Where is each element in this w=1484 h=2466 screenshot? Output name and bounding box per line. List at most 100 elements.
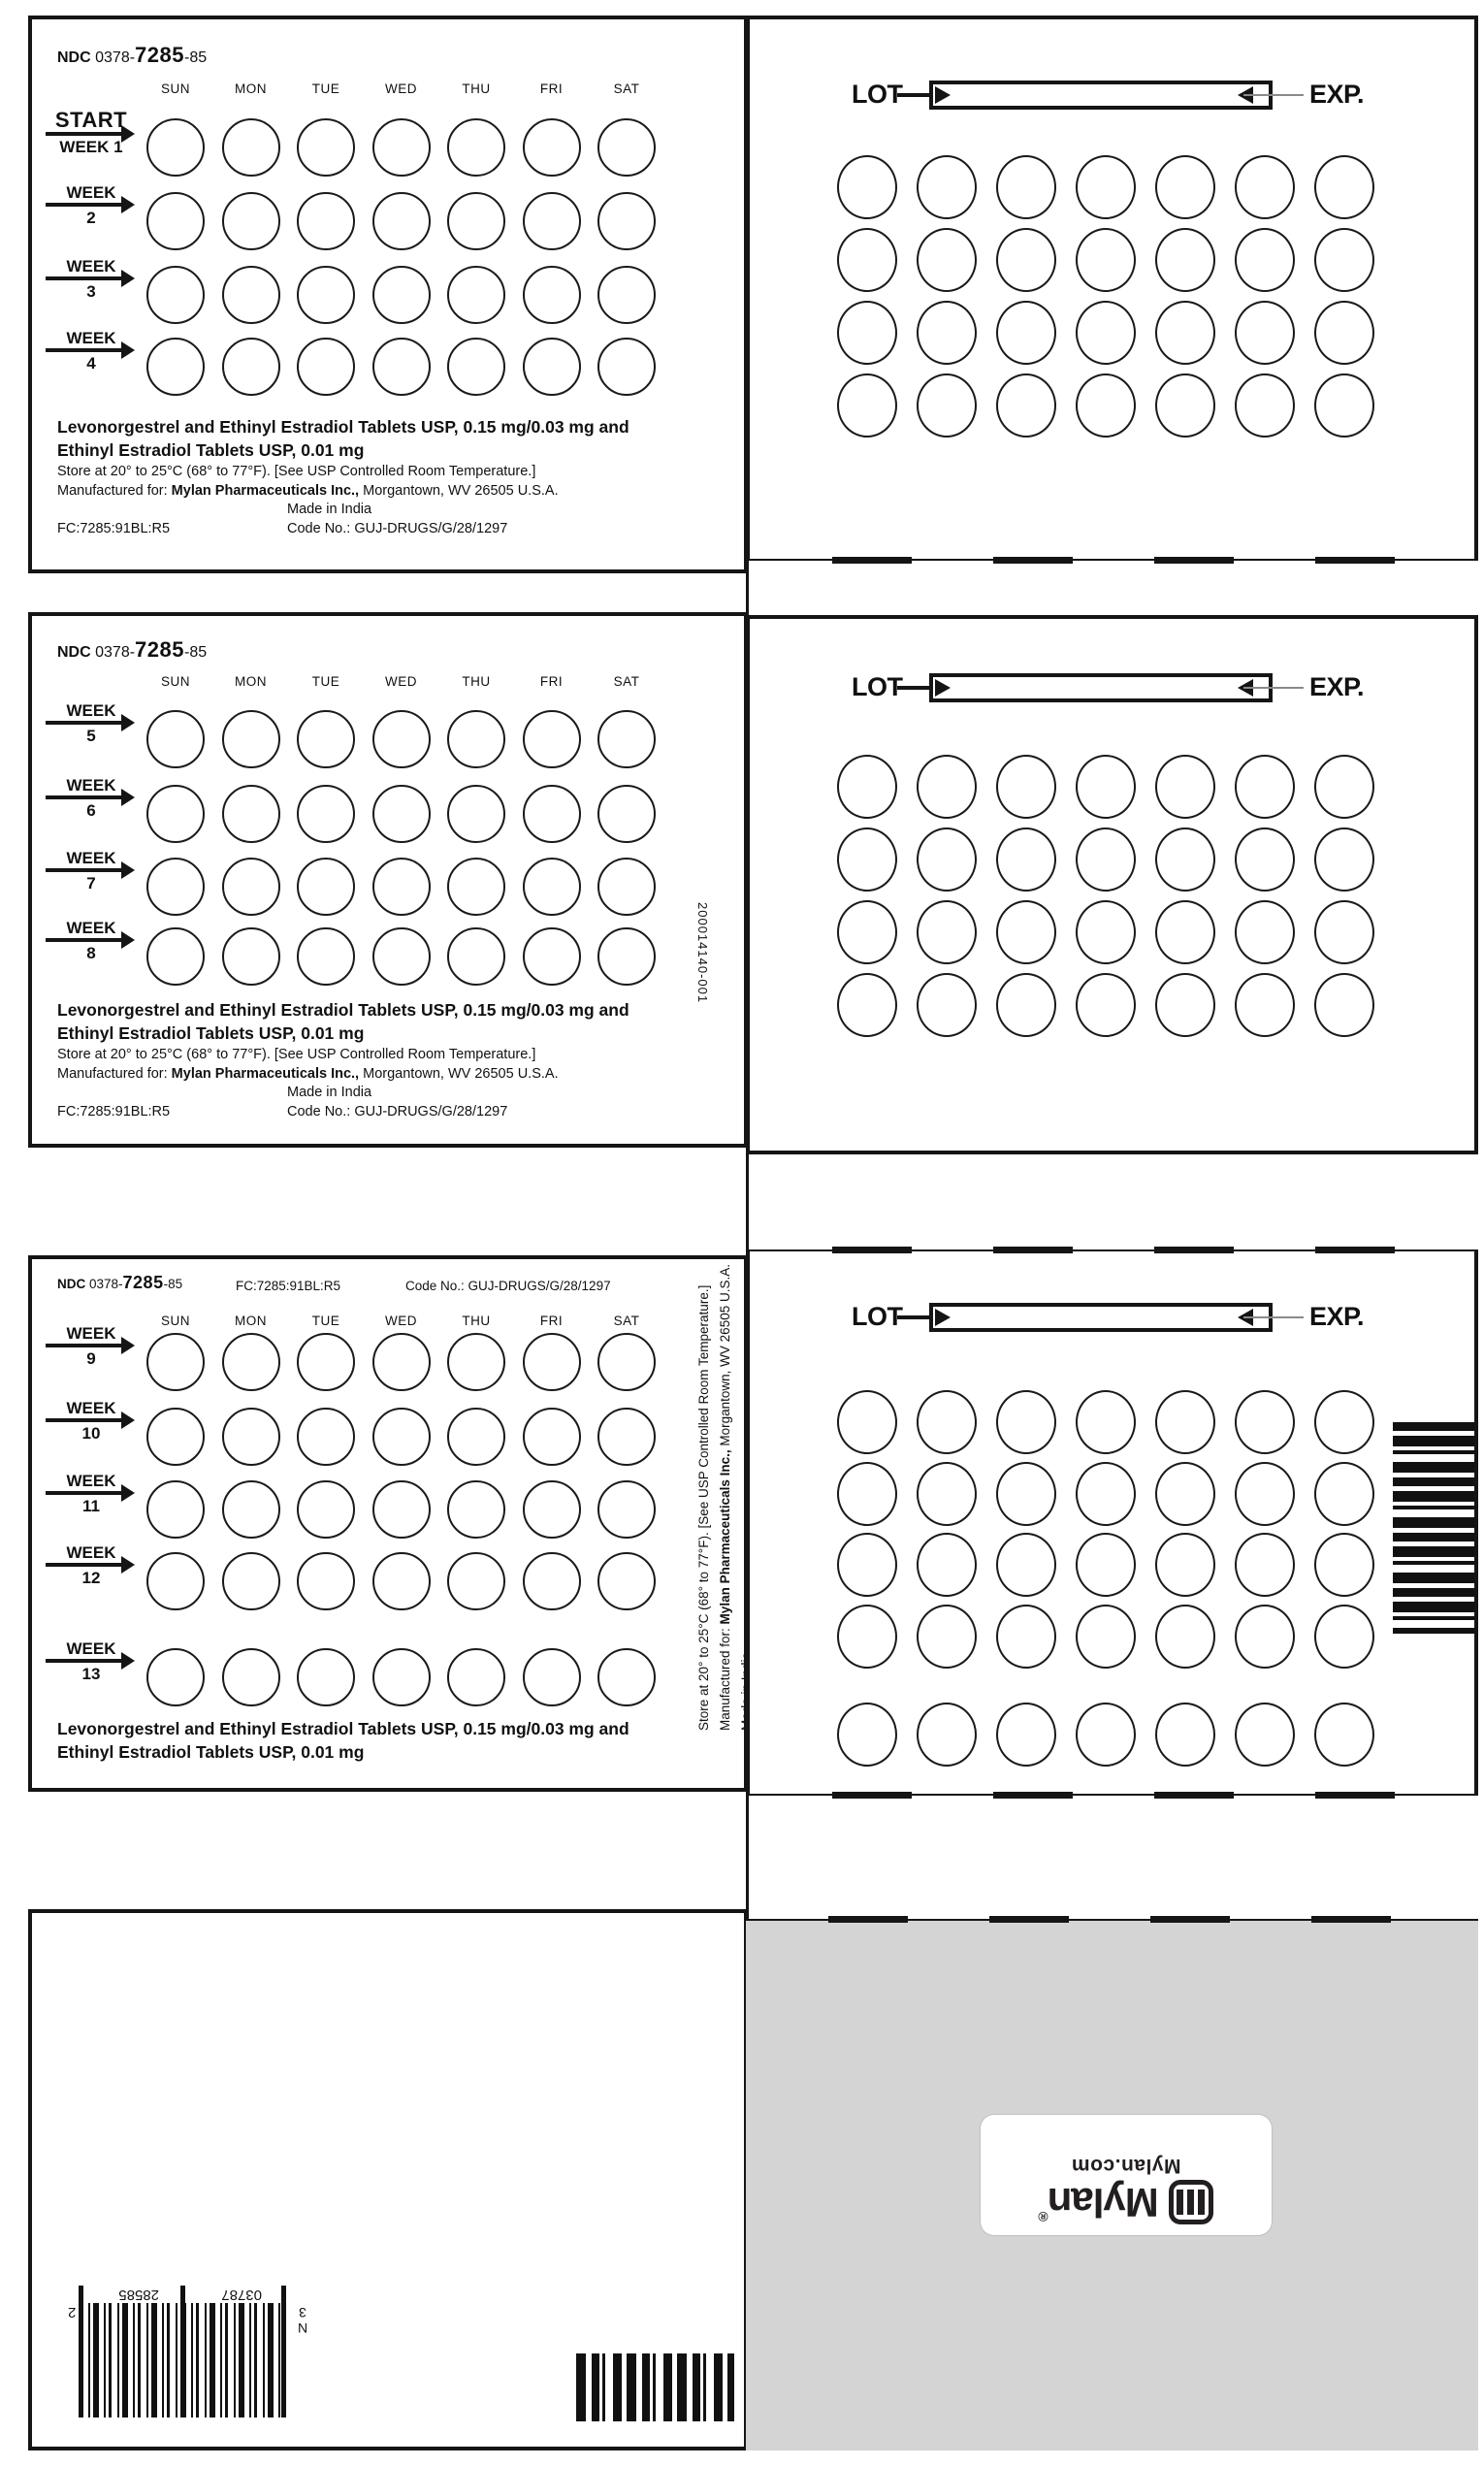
tablet-circle bbox=[146, 1648, 205, 1706]
tablet-circle bbox=[447, 858, 505, 916]
tablet-circle bbox=[146, 1408, 205, 1466]
tablet-circle bbox=[522, 1648, 581, 1706]
tablet-circle bbox=[447, 266, 505, 324]
tablet-circle bbox=[837, 1703, 897, 1767]
tablet-circle bbox=[522, 1552, 581, 1610]
tablet-circle bbox=[371, 1408, 431, 1466]
tablet-circle bbox=[221, 1552, 280, 1610]
week-arrow-icon bbox=[46, 1556, 135, 1574]
week-arrow-icon bbox=[46, 1411, 135, 1429]
week-label-number: 7 bbox=[86, 874, 96, 892]
tablet-circle bbox=[146, 1333, 205, 1391]
week-label-top: WEEK bbox=[66, 1639, 116, 1658]
tablet-circle bbox=[1155, 228, 1215, 292]
tablet-circle bbox=[917, 301, 977, 365]
tablet-circle bbox=[837, 973, 897, 1037]
week-label-top: WEEK bbox=[66, 776, 116, 795]
tablet-circle bbox=[996, 900, 1056, 964]
tablet-circle bbox=[297, 710, 355, 768]
ndc-number: NDC 0378-7285-85 bbox=[57, 1273, 183, 1292]
tablet-circle bbox=[597, 927, 656, 986]
tablet-circle bbox=[1314, 973, 1374, 1037]
tablet-circle bbox=[447, 710, 505, 768]
tablet-circle bbox=[996, 373, 1056, 438]
code-number: Code No.: GUJ-DRUGS/G/28/1297 bbox=[287, 1104, 508, 1119]
week-label-number: 4 bbox=[86, 354, 96, 373]
product-name-line1: Levonorgestrel and Ethinyl Estradiol Tab… bbox=[57, 1000, 629, 1020]
week-label: WEEK 3 bbox=[40, 258, 143, 300]
tablet-circle bbox=[447, 785, 505, 843]
day-header: SUN bbox=[160, 1314, 190, 1328]
week-label-number: 6 bbox=[86, 801, 96, 820]
tablet-circle bbox=[447, 192, 505, 250]
tablet-circle bbox=[1076, 1703, 1136, 1767]
tablet-circle bbox=[917, 228, 977, 292]
tablet-circle bbox=[1235, 1390, 1295, 1454]
tablet-circle bbox=[1076, 155, 1136, 219]
day-header: MON bbox=[235, 81, 267, 96]
tablet-circle bbox=[1076, 1462, 1136, 1526]
upc-guard-center bbox=[180, 2286, 185, 2417]
week-label: START WEEK 1 bbox=[40, 110, 143, 155]
week-label-number: 9 bbox=[86, 1349, 96, 1368]
week-label: WEEK 11 bbox=[40, 1473, 143, 1514]
tablet-circle bbox=[221, 1333, 280, 1391]
lot-exp-write-box bbox=[929, 1303, 1273, 1332]
tablet-circle bbox=[297, 1648, 355, 1706]
week-label: WEEK 12 bbox=[40, 1544, 143, 1586]
tablet-circle bbox=[1235, 373, 1295, 438]
week-label: WEEK 4 bbox=[40, 330, 143, 372]
tablet-circle bbox=[597, 1648, 656, 1706]
product-name-line1: Levonorgestrel and Ethinyl Estradiol Tab… bbox=[57, 417, 629, 437]
tablet-circle bbox=[1235, 755, 1295, 819]
tablet-circle bbox=[996, 301, 1056, 365]
tablet-circle bbox=[146, 927, 205, 986]
tablet-circle bbox=[1076, 973, 1136, 1037]
tablet-circle bbox=[1076, 301, 1136, 365]
tablet-circle bbox=[597, 1408, 656, 1466]
lot-label: LOT bbox=[852, 80, 903, 109]
mylan-brand-panel: Mylan® Mylan.com bbox=[746, 1916, 1478, 2450]
tablet-circle bbox=[297, 927, 355, 986]
upc-guard-left bbox=[281, 2286, 286, 2417]
calendar-panel-weeks-5-8: NDC 0378-7285-85 SUN MON TUE WED THU FRI SAT WE… bbox=[28, 612, 748, 1148]
tablet-circle bbox=[371, 710, 431, 768]
exp-line bbox=[1243, 1316, 1304, 1318]
week-arrow-icon bbox=[46, 341, 135, 359]
tablet-circle bbox=[371, 1552, 431, 1610]
tablet-circle bbox=[146, 1552, 205, 1610]
tablet-circle bbox=[597, 266, 656, 324]
tablet-circle bbox=[837, 1462, 897, 1526]
upc-guard-right bbox=[79, 2286, 83, 2417]
tablet-circle bbox=[522, 1408, 581, 1466]
week-label-top: WEEK bbox=[66, 1543, 116, 1562]
calendar-panel-weeks-9-13: NDC 0378-7285-85 FC:7285:91BL:R5 Code No… bbox=[28, 1255, 754, 1792]
week-arrow-icon bbox=[46, 1484, 135, 1502]
tablet-circle bbox=[297, 1333, 355, 1391]
tablet-circle bbox=[146, 1480, 205, 1539]
manufacturer-line-rotated: Manufactured for: Mylan Pharmaceuticals … bbox=[718, 1264, 732, 1731]
tablet-circle bbox=[146, 710, 205, 768]
perforation-dashes bbox=[832, 1792, 1401, 1799]
tablet-circle bbox=[371, 266, 431, 324]
arrow-right-icon bbox=[935, 86, 951, 104]
tablet-circle bbox=[297, 192, 355, 250]
day-header: MON bbox=[235, 1314, 267, 1328]
tablet-circle bbox=[1314, 373, 1374, 438]
tablet-circle bbox=[1235, 1533, 1295, 1597]
tablet-circle bbox=[297, 785, 355, 843]
tablet-circle bbox=[996, 1462, 1056, 1526]
tablet-circle bbox=[1235, 827, 1295, 892]
tablet-circle bbox=[522, 858, 581, 916]
tablet-circle bbox=[917, 1390, 977, 1454]
tablet-circle bbox=[1076, 373, 1136, 438]
storage-instructions: Store at 20° to 25°C (68° to 77°F). [See… bbox=[57, 464, 536, 479]
upc-digits-group2: 28585 bbox=[115, 2287, 162, 2303]
tablet-circle bbox=[837, 1533, 897, 1597]
tablet-circle bbox=[371, 338, 431, 396]
fc-code: FC:7285:91BL:R5 bbox=[236, 1279, 341, 1293]
tablet-circle bbox=[917, 1703, 977, 1767]
week-label-number: 13 bbox=[81, 1665, 101, 1683]
tablet-circle bbox=[221, 1480, 280, 1539]
